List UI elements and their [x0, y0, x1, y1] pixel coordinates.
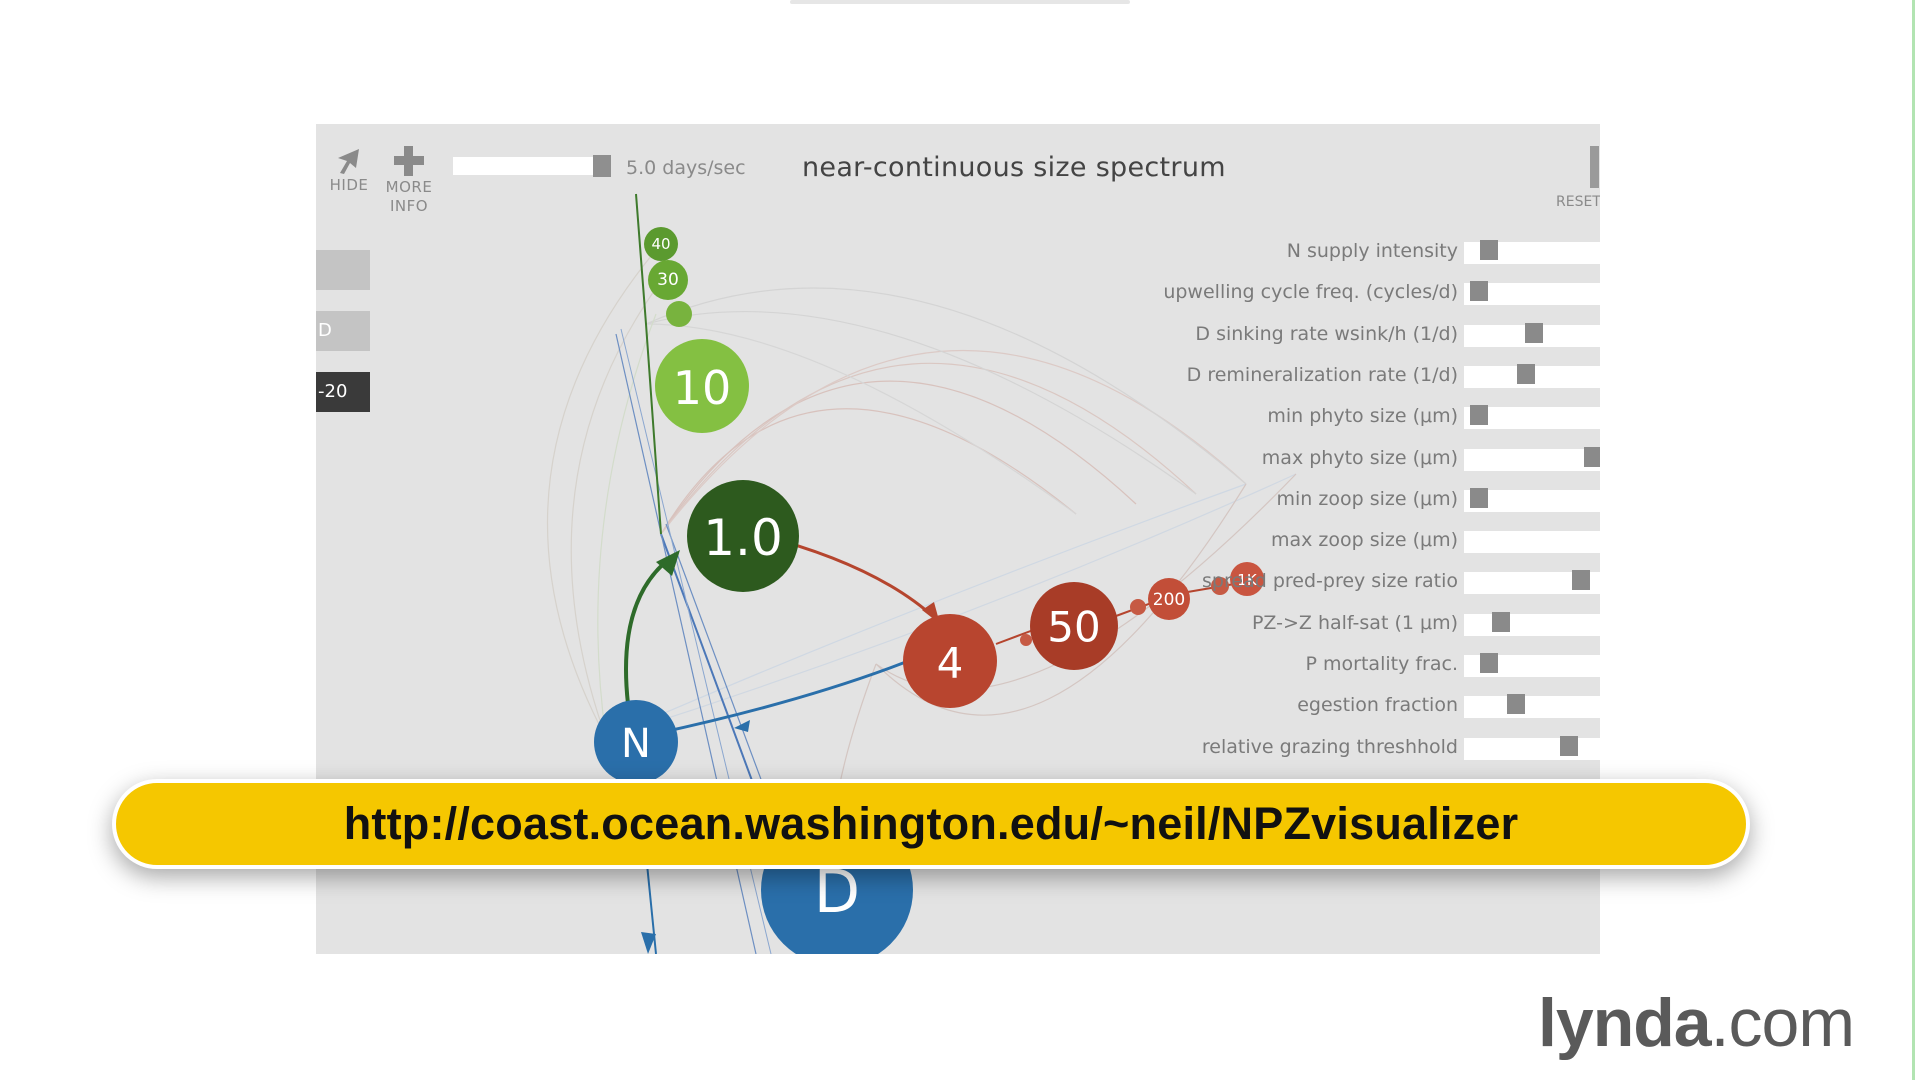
- window-edge: [1912, 0, 1915, 1080]
- slider-label: D sinking rate wsink/h (1/d): [1195, 322, 1458, 345]
- slider-label: relative grazing threshhold: [1201, 735, 1458, 758]
- node-50-label: 50: [1047, 603, 1100, 652]
- slider-label: min zoop size (μm): [1276, 487, 1459, 510]
- plus-icon: [394, 146, 424, 176]
- node-n[interactable]: [594, 700, 678, 784]
- more-info-button[interactable]: MORE INFO: [382, 144, 436, 216]
- slider-label: D remineralization rate (1/d): [1186, 363, 1458, 386]
- node-50[interactable]: [1030, 582, 1118, 670]
- flow-4-to-50: [995, 628, 1037, 645]
- slider-label: max zoop size (μm): [1270, 529, 1458, 552]
- flow-phyto-chain: [635, 193, 662, 535]
- arc-link: [645, 287, 1247, 485]
- slider-label: spread pred-prey size ratio: [1202, 570, 1458, 593]
- node-1k[interactable]: [1230, 562, 1264, 596]
- arc-link: [660, 362, 1197, 535]
- speed-label: 5.0 days/sec: [626, 157, 746, 179]
- node-small-phyto[interactable]: [666, 301, 692, 327]
- node-1-label: 1.0: [703, 509, 783, 567]
- slider-label: max phyto size (μm): [1261, 446, 1458, 469]
- reset-button[interactable]: [1590, 146, 1599, 188]
- reset-label: RESET: [1556, 194, 1600, 210]
- slider-thumb[interactable]: [1491, 611, 1510, 632]
- slider-thumb[interactable]: [1560, 735, 1579, 756]
- slider-track[interactable]: [1464, 613, 1600, 636]
- slider-thumb[interactable]: [1469, 487, 1488, 508]
- flow-arrowhead: [734, 720, 750, 732]
- url-banner: http://coast.ocean.washington.edu/~neil/…: [112, 779, 1750, 869]
- url-text: http://coast.ocean.washington.edu/~neil/…: [343, 798, 1519, 849]
- preset-button[interactable]: [316, 250, 370, 290]
- arc-link: [875, 483, 1247, 716]
- preset-button-selected[interactable]: -20: [316, 372, 370, 412]
- speed-slider-thumb[interactable]: [593, 155, 612, 177]
- slider-track[interactable]: [1464, 696, 1600, 719]
- node-200-label: 200: [1153, 590, 1185, 610]
- arc-link: [570, 283, 660, 739]
- top-shadow: [790, 0, 1130, 4]
- more-info-label-2: INFO: [389, 197, 429, 215]
- preset-button[interactable]: D: [316, 311, 370, 351]
- slider-track[interactable]: [1464, 407, 1600, 430]
- flow-n-to-4: [653, 652, 927, 736]
- slider-track[interactable]: [1464, 448, 1600, 471]
- arrow-icon: [338, 149, 359, 174]
- slider-thumb[interactable]: [1480, 653, 1499, 673]
- slider-thumb[interactable]: [1507, 694, 1526, 715]
- slider-track[interactable]: [1464, 489, 1600, 512]
- arc-link: [546, 243, 662, 739]
- flow-n-to-1: [624, 552, 678, 705]
- lynda-logo: lynda.com: [1538, 984, 1855, 1062]
- slider-thumb[interactable]: [1469, 281, 1488, 302]
- node-200[interactable]: [1148, 578, 1190, 620]
- logo-suffix: .com: [1710, 985, 1855, 1061]
- slider-track[interactable]: [1464, 531, 1600, 554]
- node-tiny[interactable]: [1211, 577, 1229, 595]
- scenario-title: near-continuous size spectrum: [802, 152, 1226, 183]
- slider-label: upwelling cycle freq. (cycles/d): [1163, 281, 1458, 304]
- slider-thumb[interactable]: [1572, 570, 1591, 591]
- slider-label: min phyto size (μm): [1267, 405, 1458, 428]
- node-1k-label: 1K: [1237, 571, 1258, 589]
- node-1[interactable]: [687, 480, 799, 592]
- node-30-label: 30: [657, 270, 679, 290]
- preset-label: -20: [318, 381, 348, 402]
- node-30[interactable]: [648, 260, 688, 300]
- speed-slider-track[interactable]: [453, 157, 594, 175]
- slider-label: PZ->Z half-sat (1 μm): [1251, 611, 1458, 634]
- node-n-label: N: [621, 721, 651, 767]
- node-10[interactable]: [655, 339, 749, 433]
- node-4-label: 4: [937, 639, 964, 688]
- arc-link: [645, 311, 1197, 495]
- slider-thumb[interactable]: [1584, 446, 1600, 467]
- slider-thumb[interactable]: [1469, 405, 1488, 426]
- slider-label: P mortality frac.: [1305, 653, 1458, 675]
- arc-link: [660, 408, 1077, 535]
- logo-brand: lynda: [1538, 985, 1712, 1061]
- slider-label: egestion fraction: [1297, 694, 1458, 717]
- node-4[interactable]: [903, 614, 997, 708]
- node-tiny[interactable]: [1020, 634, 1032, 646]
- node-10-label: 10: [673, 361, 732, 415]
- slider-thumb[interactable]: [1516, 363, 1535, 384]
- flow-arrowhead: [641, 932, 656, 954]
- node-tiny[interactable]: [1130, 599, 1146, 615]
- hide-button[interactable]: HIDE: [326, 146, 372, 195]
- slider-thumb[interactable]: [1480, 240, 1499, 260]
- arc-link: [660, 380, 1137, 535]
- preset-label: D: [318, 320, 332, 341]
- flow-arrowhead: [656, 550, 680, 576]
- slider-thumb[interactable]: [1525, 322, 1543, 343]
- more-info-label-1: MORE: [385, 178, 433, 196]
- slider-track[interactable]: [1464, 737, 1600, 760]
- slider-label: N supply intensity: [1286, 240, 1458, 262]
- slider-track[interactable]: [1464, 283, 1600, 306]
- arc-link: [597, 313, 657, 739]
- node-40-label: 40: [651, 235, 670, 253]
- hide-label: HIDE: [329, 176, 369, 194]
- node-40[interactable]: [644, 227, 678, 261]
- slider-track[interactable]: [1464, 572, 1600, 595]
- arc-link: [645, 323, 1077, 515]
